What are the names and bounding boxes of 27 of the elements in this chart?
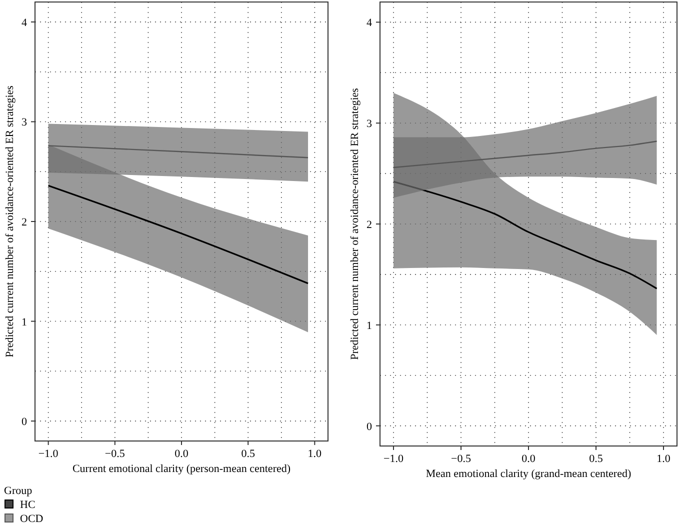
y-axis-title: Predicted current number of avoidance-oriented ER strategies [4, 86, 16, 358]
x-axis-title: Current emotional clarity (person-mean centered) [72, 463, 291, 475]
y-tick-label: 1 [22, 316, 27, 328]
x-tick-label: −1.0 [38, 448, 59, 460]
x-tick-label: −0.5 [104, 448, 126, 460]
x-tick-label: 0.0 [522, 453, 536, 465]
x-axis-title: Mean emotional clarity (grand-mean centered) [426, 468, 632, 480]
y-tick-label: 3 [366, 118, 372, 130]
y-tick-label: 0 [22, 416, 28, 428]
legend-label: OCD [20, 513, 44, 524]
legend-label: HC [20, 499, 36, 511]
x-tick-label: −0.5 [451, 453, 472, 465]
x-tick-label: 0.5 [241, 448, 256, 460]
x-tick-label: 0.0 [174, 448, 189, 460]
y-tick-label: 1 [366, 320, 372, 332]
x-tick-label: 1.0 [308, 448, 322, 460]
legend-title: Group [4, 485, 33, 497]
x-tick-label: 0.5 [589, 453, 604, 465]
y-axis-title: Predicted current number of avoidance-oriented ER strategies [349, 88, 361, 360]
x-tick-label: 1.0 [656, 453, 671, 465]
x-tick-label: −1.0 [384, 453, 404, 465]
y-tick-label: 4 [22, 16, 28, 29]
y-tick-label: 0 [366, 420, 372, 433]
y-tick-label: 4 [366, 17, 372, 30]
y-tick-label: 3 [22, 116, 28, 129]
y-tick-label: 2 [22, 216, 27, 228]
y-tick-label: 2 [366, 219, 372, 231]
